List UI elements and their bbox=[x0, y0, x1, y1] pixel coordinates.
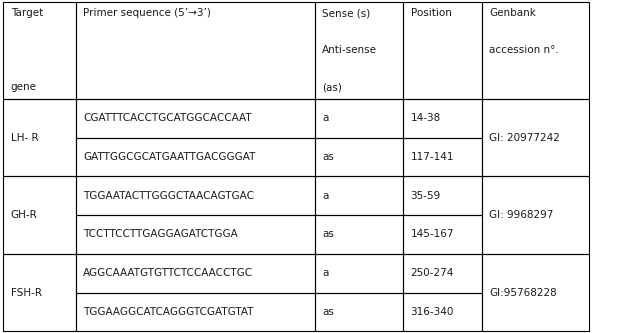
Text: AGGCAAATGTGTTCTCCAACCTGC: AGGCAAATGTGTTCTCCAACCTGC bbox=[83, 268, 253, 278]
Text: LH- R: LH- R bbox=[11, 133, 38, 143]
Bar bbox=[76, 176, 315, 215]
Bar bbox=[403, 254, 481, 293]
Bar bbox=[3, 99, 76, 176]
Text: 14-38: 14-38 bbox=[411, 113, 441, 123]
Text: 145-167: 145-167 bbox=[411, 229, 454, 239]
Bar bbox=[76, 293, 315, 331]
Text: as: as bbox=[322, 307, 335, 317]
Bar bbox=[403, 176, 481, 215]
Text: Position: Position bbox=[411, 8, 452, 18]
Bar bbox=[76, 99, 315, 138]
Text: GH-R: GH-R bbox=[11, 210, 38, 220]
Text: as: as bbox=[322, 229, 335, 239]
Bar bbox=[76, 254, 315, 293]
Bar bbox=[315, 99, 403, 138]
Bar bbox=[76, 2, 315, 99]
Text: (as): (as) bbox=[322, 82, 342, 92]
Text: as: as bbox=[322, 152, 335, 162]
Text: GI:95768228: GI:95768228 bbox=[489, 288, 557, 298]
Bar bbox=[315, 254, 403, 293]
Bar bbox=[3, 176, 76, 254]
Text: 117-141: 117-141 bbox=[411, 152, 454, 162]
Text: Genbank: Genbank bbox=[489, 8, 536, 18]
Bar bbox=[403, 138, 481, 176]
Bar bbox=[481, 99, 589, 176]
Bar bbox=[403, 215, 481, 254]
Bar bbox=[3, 254, 76, 331]
Text: FSH-R: FSH-R bbox=[11, 288, 42, 298]
Bar bbox=[403, 2, 481, 99]
Bar bbox=[315, 2, 403, 99]
Text: GATTGGCGCATGAATTGACGGGAT: GATTGGCGCATGAATTGACGGGAT bbox=[83, 152, 256, 162]
Text: TGGAAGGCATCAGGGTCGATGTAT: TGGAAGGCATCAGGGTCGATGTAT bbox=[83, 307, 254, 317]
Text: a: a bbox=[322, 268, 329, 278]
Text: Target: Target bbox=[11, 8, 43, 18]
Bar bbox=[403, 99, 481, 138]
Text: Sense (s): Sense (s) bbox=[322, 8, 371, 18]
Text: 35-59: 35-59 bbox=[411, 191, 441, 201]
Text: a: a bbox=[322, 113, 329, 123]
Bar bbox=[481, 254, 589, 331]
Bar bbox=[315, 176, 403, 215]
Bar bbox=[481, 2, 589, 99]
Text: Primer sequence (5’→3’): Primer sequence (5’→3’) bbox=[83, 8, 211, 18]
Text: gene: gene bbox=[11, 82, 37, 92]
Bar bbox=[315, 138, 403, 176]
Bar bbox=[3, 2, 76, 99]
Text: GI: 9968297: GI: 9968297 bbox=[489, 210, 553, 220]
Text: TCCTTCCTTGAGGAGATCTGGA: TCCTTCCTTGAGGAGATCTGGA bbox=[83, 229, 238, 239]
Text: accession n°.: accession n°. bbox=[489, 45, 559, 55]
Bar bbox=[403, 293, 481, 331]
Text: GI: 20977242: GI: 20977242 bbox=[489, 133, 560, 143]
Bar bbox=[481, 176, 589, 254]
Bar bbox=[76, 138, 315, 176]
Text: CGATTTCACCTGCATGGCACCAAT: CGATTTCACCTGCATGGCACCAAT bbox=[83, 113, 252, 123]
Text: TGGAATACTTGGGCTAACAGTGAC: TGGAATACTTGGGCTAACAGTGAC bbox=[83, 191, 254, 201]
Bar bbox=[76, 215, 315, 254]
Text: a: a bbox=[322, 191, 329, 201]
Text: Anti-sense: Anti-sense bbox=[322, 45, 377, 55]
Text: 250-274: 250-274 bbox=[411, 268, 454, 278]
Bar bbox=[315, 215, 403, 254]
Bar bbox=[315, 293, 403, 331]
Text: 316-340: 316-340 bbox=[411, 307, 454, 317]
